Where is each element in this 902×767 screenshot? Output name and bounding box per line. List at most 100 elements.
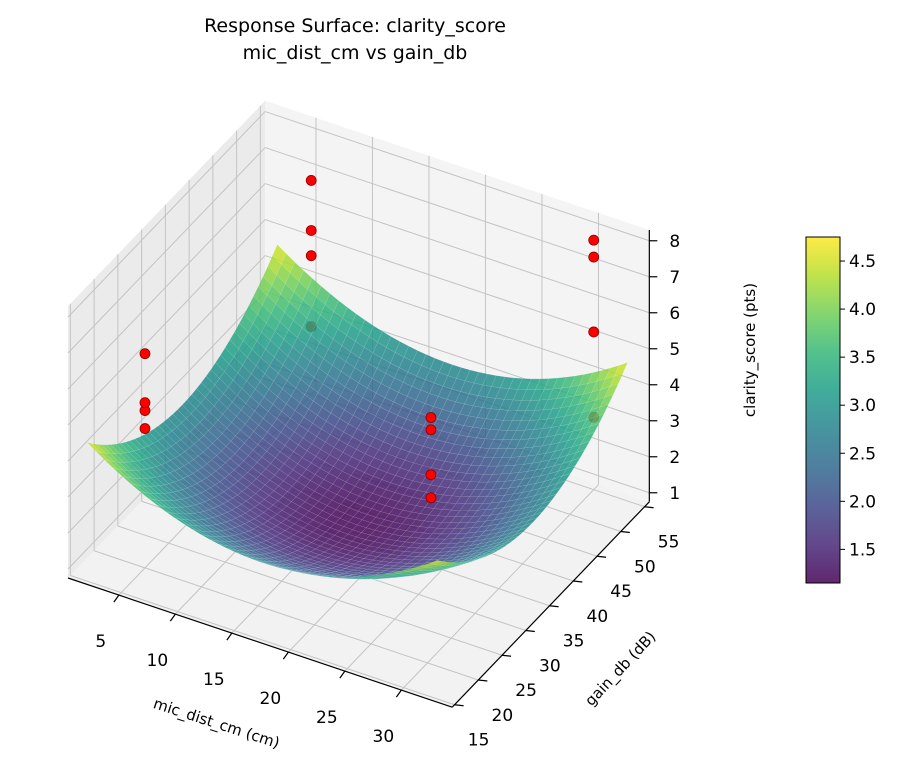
surface-patch <box>556 472 572 484</box>
gridline-z <box>67 255 266 462</box>
chart-title: Response Surface: clarity_score <box>204 15 506 37</box>
x-axis-line <box>67 577 453 708</box>
surface-patch <box>589 413 605 427</box>
gridline-z <box>67 111 266 318</box>
surface-patch <box>509 531 524 540</box>
y-tick-label: 20 <box>492 706 514 726</box>
plot-area <box>86 175 628 580</box>
data-point <box>588 251 600 263</box>
gridline-z <box>67 291 266 498</box>
y-tick-mark <box>525 629 535 633</box>
colorbar-gradient <box>806 237 840 583</box>
surface-patch <box>481 552 495 558</box>
x-tick-mark <box>113 594 120 603</box>
y-tick-label: 50 <box>634 557 656 577</box>
surface-patch <box>518 522 533 531</box>
surface-patch <box>575 440 591 454</box>
z-axis-label: clarity_score (pts) <box>741 283 760 417</box>
surface-patch <box>594 403 610 418</box>
surface-patch <box>532 505 548 516</box>
data-point <box>139 397 151 409</box>
y-tick-mark <box>644 506 654 509</box>
chart-subtitle: mic_dist_cm vs gain_db <box>243 42 468 64</box>
data-point <box>425 412 437 423</box>
z-tick-label: 3 <box>669 412 680 432</box>
gridline-x <box>400 484 599 691</box>
colorbar-frame <box>805 236 841 584</box>
gridline-z <box>264 255 650 386</box>
data-point <box>425 492 437 504</box>
data-point <box>305 250 317 262</box>
data-point <box>425 469 437 481</box>
surface-patch <box>585 422 600 436</box>
gridline-z <box>67 183 266 390</box>
surface-patch <box>457 560 471 566</box>
surface-patch <box>608 373 624 388</box>
surface-patch <box>537 499 553 510</box>
y-tick-mark <box>573 580 583 583</box>
z-tick-label: 8 <box>669 232 680 252</box>
y-tick-label: 25 <box>515 681 537 701</box>
y-tick-mark <box>454 704 464 707</box>
x-tick-mark <box>395 689 402 698</box>
z-tick-label: 4 <box>669 376 680 396</box>
data-point <box>305 225 317 236</box>
colorbar-tick-label: 1.5 <box>849 540 876 560</box>
colorbar: 1.5 2.0 2.5 3.0 3.5 4.0 4.5 <box>805 236 876 584</box>
x-tick-mark <box>226 632 233 641</box>
colorbar-tick-label: 3.5 <box>849 348 876 368</box>
y-tick-mark <box>620 530 630 534</box>
x-tick-label: 25 <box>316 708 338 728</box>
z-tick-label: 2 <box>669 448 680 468</box>
data-point <box>139 348 151 360</box>
surface-patch <box>433 561 448 566</box>
surface-patch <box>523 517 538 526</box>
gridline-z <box>264 111 650 242</box>
x-tick-label: 20 <box>260 689 282 709</box>
z-tick-label: 6 <box>669 304 680 324</box>
gridline-y <box>117 525 503 656</box>
x-tick-mark <box>339 670 346 679</box>
gridline-z <box>264 147 650 278</box>
z-tick-label: 7 <box>669 268 680 288</box>
z-tick-label: 5 <box>669 340 680 360</box>
colorbar-tick-label: 4.0 <box>849 300 876 320</box>
gridline-z <box>264 183 650 314</box>
y-tick-label: 40 <box>587 607 609 627</box>
surface-patch <box>561 465 576 477</box>
gridline-z <box>67 147 266 354</box>
surface-patch <box>547 487 562 498</box>
y-tick-label: 55 <box>658 533 680 553</box>
data-point <box>588 326 600 338</box>
x-tick-mark <box>282 651 289 660</box>
colorbar-tick-label: 3.0 <box>849 396 876 416</box>
data-point <box>139 423 151 434</box>
surface-patch <box>452 561 467 566</box>
y-tick-label: 15 <box>468 731 490 751</box>
x-tick-label: 5 <box>95 632 106 652</box>
y-tick-mark <box>478 679 488 682</box>
y-tick-mark <box>502 654 512 657</box>
y-tick-mark <box>549 605 559 608</box>
x-tick-mark <box>169 613 176 622</box>
y-axis-line <box>451 501 650 708</box>
x-tick-label: 30 <box>373 727 395 747</box>
y-tick-label: 30 <box>539 656 561 676</box>
x-tick-label: 10 <box>147 651 169 671</box>
surface-patch <box>514 527 529 536</box>
surface-patch <box>499 539 514 547</box>
y-tick-label: 35 <box>563 632 585 652</box>
gridline-z <box>67 219 266 426</box>
z-tick-label: 1 <box>669 484 680 504</box>
surface-patch <box>438 561 452 566</box>
surface-patch <box>542 493 557 504</box>
surface-patch <box>428 560 444 565</box>
colorbar-tick-label: 2.0 <box>849 492 876 512</box>
surface-patch <box>613 362 628 377</box>
surface-patch <box>551 480 567 491</box>
surface-patch <box>604 383 619 398</box>
gridline-y <box>70 575 455 706</box>
surface-patch <box>527 511 543 521</box>
